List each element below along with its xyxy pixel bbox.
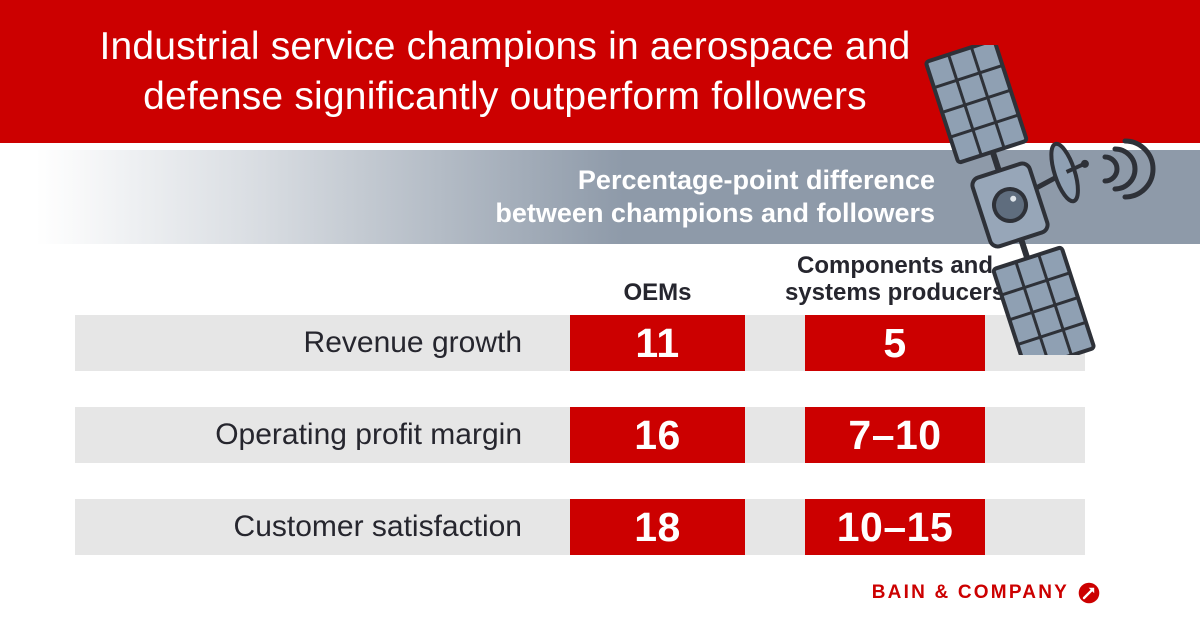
satellite-lens [992,187,1028,223]
row-label: Operating profit margin [215,418,522,451]
column-header-components-line2: systems producers [784,278,1006,306]
subtitle-line1: Percentage-point difference [577,165,935,196]
table-row-revenue-growth: Revenue growth 11 5 [75,315,1085,371]
page-title-line1: Industrial service champions in aerospac… [99,24,911,68]
value-cell-oems: 18 [570,499,745,555]
subtitle: Percentage-point difference between cham… [495,164,1200,230]
dish-antenna-icon [1049,141,1080,204]
brand-wordmark: BAIN & COMPANY [871,582,1069,603]
value-cell-components: 5 [805,315,985,371]
column-header-components-line1: Components and [797,252,993,279]
bain-compass-logo-icon [1078,582,1100,604]
value-cell-components: 7–10 [805,407,985,463]
value-cell-oems: 16 [570,407,745,463]
signal-waves-icon [1102,138,1156,200]
row-label: Revenue growth [303,326,522,359]
subtitle-line2: between champions and followers [495,198,935,228]
footer: BAIN & COMPANY [872,582,1100,604]
page-title-line2: defense significantly outperform followe… [143,74,867,118]
satellite-icon [924,45,1156,355]
value-cell-oems: 11 [570,315,745,371]
value-cell-components: 10–15 [805,499,985,555]
row-label: Customer satisfaction [233,510,522,543]
column-header-oems: OEMs [623,279,692,306]
table-row-customer-satisfaction: Customer satisfaction 18 10–15 [75,499,1085,555]
solar-panel-bottom [991,245,1096,355]
table-row-operating-profit-margin: Operating profit margin 16 7–10 [75,407,1085,463]
column-header-components: Components and systems producers [783,252,1007,307]
page-title: Industrial service champions in aerospac… [0,22,1010,121]
